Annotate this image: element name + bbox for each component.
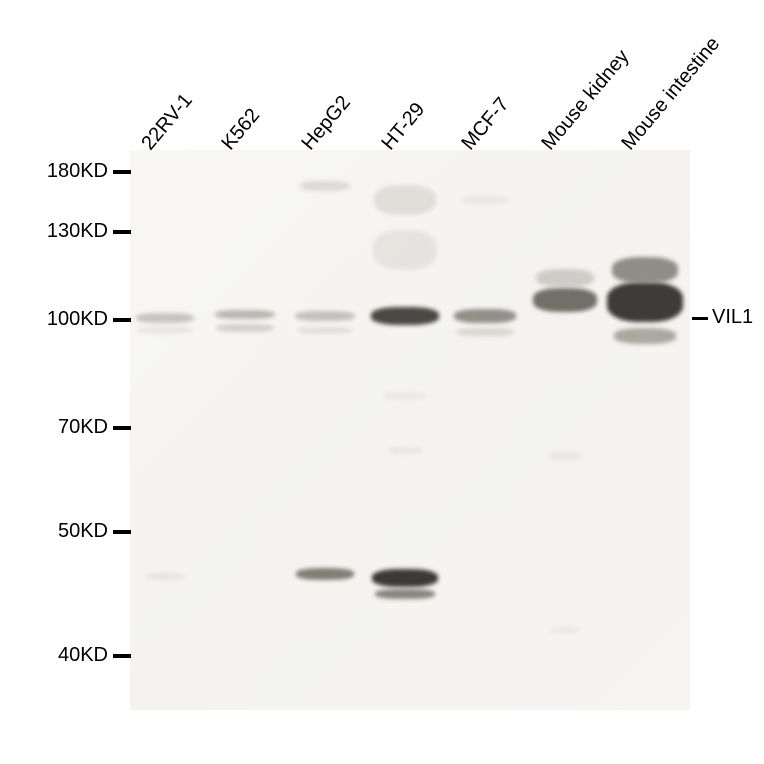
blot-band <box>375 589 435 599</box>
lane-label: 22RV-1 <box>137 89 197 155</box>
western-blot-figure: VIL1 180KD 130KD 100KD 70KD 50KD 40KD 22RV-1 K5… <box>0 0 764 764</box>
blot-band <box>388 447 422 454</box>
marker-tick <box>113 654 131 658</box>
marker-label: 180KD <box>47 160 108 183</box>
blot-band <box>372 569 438 587</box>
blot-band <box>215 310 275 319</box>
blot-band <box>296 568 354 580</box>
marker-tick <box>113 426 131 430</box>
marker-label: 70KD <box>58 416 108 439</box>
blot-band <box>371 307 439 325</box>
blot-band <box>456 328 514 336</box>
marker-tick <box>113 170 131 174</box>
blot-band <box>373 230 437 270</box>
target-label: VIL1 <box>712 306 753 329</box>
blot-band <box>460 195 510 205</box>
lane-label: HepG2 <box>297 92 355 155</box>
blot-band <box>295 311 355 321</box>
lane-label: HT-29 <box>377 98 430 155</box>
target-tick <box>692 317 708 320</box>
marker-tick <box>113 230 131 234</box>
blot-band <box>137 327 193 333</box>
marker-label: 100KD <box>47 308 108 331</box>
blot-band <box>383 392 427 400</box>
marker-tick <box>113 318 131 322</box>
blot-band <box>614 328 676 344</box>
blot-band <box>374 185 436 215</box>
blot-band <box>547 452 583 460</box>
blot-band <box>136 313 194 323</box>
blot-band <box>533 288 597 312</box>
lane-label: K562 <box>217 104 265 155</box>
lane-label: MCF-7 <box>457 93 514 155</box>
blot-band <box>607 282 683 322</box>
blot-band <box>300 181 350 191</box>
blot-band <box>612 257 678 283</box>
marker-tick <box>113 530 131 534</box>
marker-label: 50KD <box>58 520 108 543</box>
marker-label: 130KD <box>47 220 108 243</box>
blot-band <box>454 309 516 323</box>
blot-band <box>297 327 353 334</box>
blot-band <box>536 269 594 287</box>
lane-label: Mouse intestine <box>617 33 725 155</box>
blot-band <box>216 324 274 332</box>
marker-label: 40KD <box>58 644 108 667</box>
blot-band <box>550 626 580 634</box>
blot-band <box>145 573 185 580</box>
